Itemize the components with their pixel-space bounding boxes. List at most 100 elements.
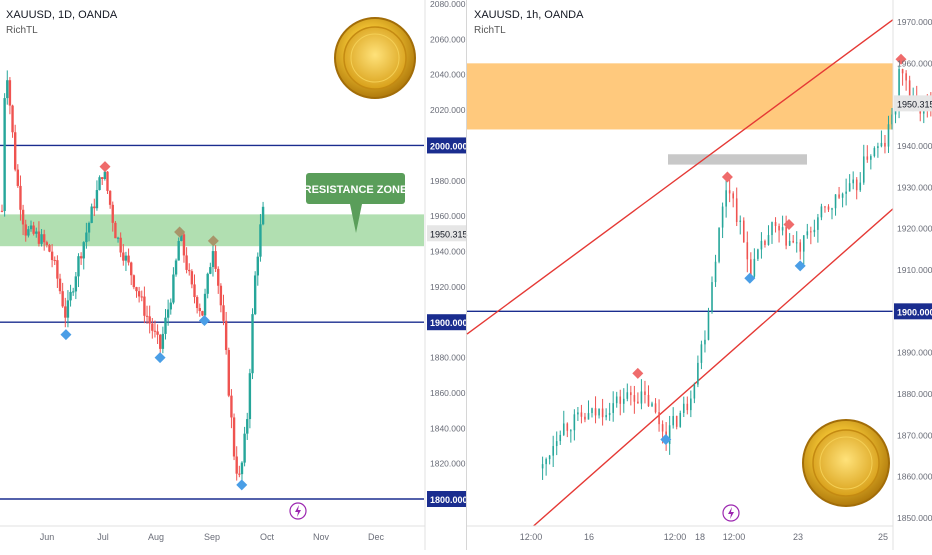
hourly-chart-panel[interactable]: 1970.0001960.0001950.0001940.0001930.000…	[466, 0, 932, 550]
candle-up	[124, 255, 128, 261]
candle-down	[746, 242, 749, 260]
candle-down	[53, 260, 56, 262]
candle-down	[647, 394, 650, 407]
candle-up	[753, 258, 756, 277]
candle-up	[767, 235, 770, 245]
top-swing-marker	[721, 171, 733, 183]
bottom-swing-marker	[154, 352, 166, 364]
candle-up	[651, 403, 653, 407]
candle-up	[877, 146, 879, 149]
y-tick-label: 1880.000	[430, 353, 466, 363]
candle-up	[545, 459, 547, 465]
candle-up	[66, 300, 70, 318]
candle-up	[552, 446, 554, 456]
candle-up	[771, 222, 773, 236]
candle-up	[615, 396, 618, 404]
candle-up	[668, 425, 671, 444]
candle-down	[193, 284, 196, 298]
candle-up	[760, 240, 763, 250]
candle-up	[35, 231, 38, 234]
candle-down	[198, 308, 201, 312]
candle-up	[98, 177, 101, 191]
y-tick-label: 1980.000	[430, 176, 466, 186]
candle-up	[781, 227, 784, 231]
candle-down	[151, 323, 154, 331]
candle-down	[130, 262, 133, 276]
daily-indicator-label: RichTL	[6, 25, 38, 36]
candle-down	[686, 403, 689, 411]
candle-down	[785, 227, 787, 246]
candle-down	[675, 415, 678, 427]
candle-down	[232, 417, 236, 457]
candle-up	[169, 302, 172, 310]
lightning-icon[interactable]	[722, 504, 740, 522]
candle-up	[161, 333, 165, 349]
candle-down	[884, 142, 886, 147]
candle-up	[707, 311, 710, 340]
candle-up	[898, 69, 900, 109]
candle-up	[3, 98, 6, 211]
candle-down	[799, 242, 802, 252]
y-tick-label: 2060.000	[430, 34, 466, 44]
candle-down	[778, 225, 780, 231]
candle-down	[855, 179, 858, 191]
candle-up	[174, 260, 178, 275]
candle-up	[559, 434, 562, 442]
bottom-swing-marker	[60, 329, 72, 341]
gold-coin-icon	[802, 419, 890, 507]
x-tick-label: Sep	[204, 532, 220, 542]
y-tick-label: 1960.000	[430, 211, 466, 221]
candle-down	[227, 350, 230, 396]
candle-up	[82, 242, 85, 259]
candle-up	[718, 227, 720, 262]
candle-up	[788, 240, 791, 246]
candle-up	[845, 191, 847, 194]
top-swing-marker	[783, 219, 795, 231]
candle-up	[166, 309, 170, 318]
candle-up	[817, 217, 819, 230]
gold-coin-icon	[334, 17, 416, 99]
candle-up	[887, 124, 890, 147]
candle-up	[806, 231, 809, 236]
top-swing-marker	[99, 161, 111, 173]
candle-down	[153, 330, 157, 332]
candle-up	[894, 108, 897, 115]
x-tick-label: 12:00	[723, 532, 746, 542]
x-tick-label: Aug	[148, 532, 164, 542]
neutral-swing-marker	[174, 226, 186, 238]
candle-up	[739, 220, 742, 223]
candle-down	[905, 73, 907, 81]
candle-up	[813, 229, 816, 233]
daily-chart-panel[interactable]: 2080.000 2060.000 2040.000 2020.000 2000.000…	[0, 0, 468, 550]
daily-swing-markers	[60, 161, 248, 491]
candle-down	[111, 204, 114, 223]
candle-down	[32, 225, 35, 234]
candle-down	[838, 194, 840, 198]
candle-down	[188, 269, 191, 272]
candle-down	[148, 316, 151, 324]
bottom-swing-marker	[198, 314, 210, 326]
candle-down	[195, 297, 199, 309]
candle-up	[40, 234, 43, 244]
level-price-tag: 1800.000	[430, 495, 468, 505]
x-tick-label: 16	[584, 532, 594, 542]
candle-down	[217, 268, 220, 286]
lightning-icon[interactable]	[289, 502, 307, 520]
bottom-swing-marker	[236, 479, 248, 491]
candle-down	[630, 392, 632, 396]
candle-down	[140, 296, 143, 298]
candle-up	[640, 391, 643, 404]
candle-up	[116, 237, 120, 239]
consolidation-zone	[668, 154, 807, 165]
candle-down	[566, 423, 569, 431]
candle-up	[880, 142, 883, 147]
bottom-swing-marker	[794, 260, 806, 272]
candle-up	[74, 276, 78, 292]
candle-down	[222, 305, 225, 321]
y-tick-label: 2020.000	[430, 105, 466, 115]
y-tick-label: 1920.000	[897, 224, 932, 234]
candle-down	[901, 69, 904, 74]
candle-down	[185, 255, 188, 270]
